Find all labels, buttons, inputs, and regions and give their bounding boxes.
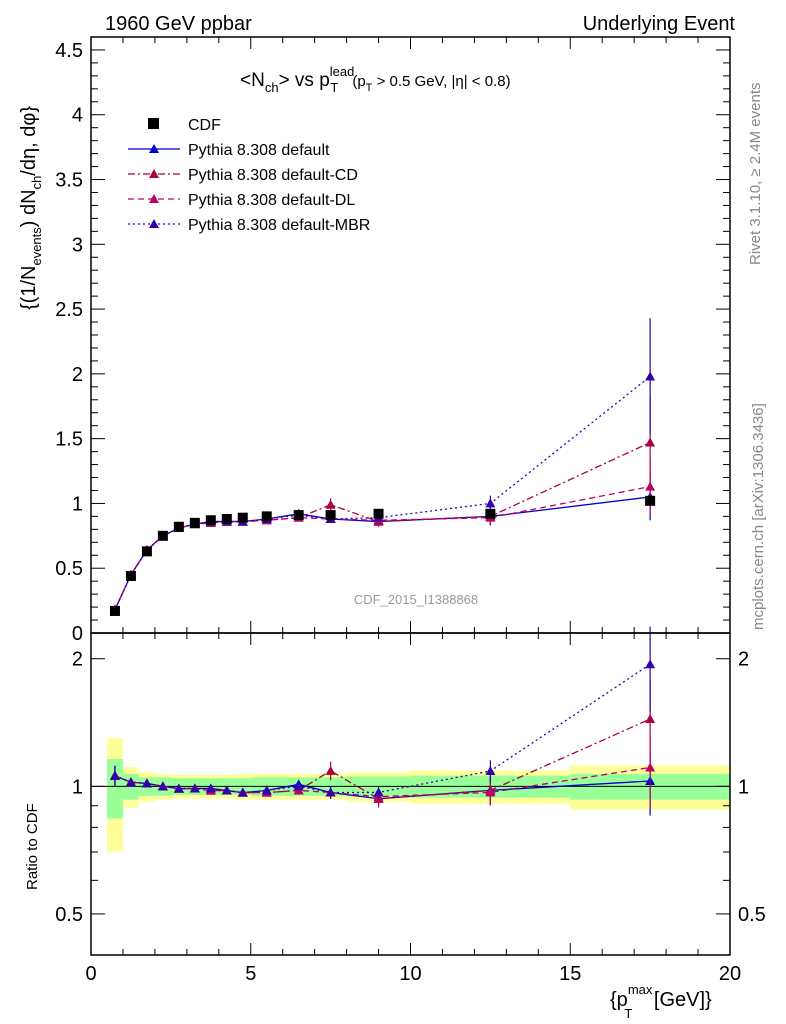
data-point-marker (141, 546, 152, 557)
point-marker-ratio (293, 781, 304, 791)
y-tick-label-main: 2 (72, 364, 83, 386)
analysis-watermark: CDF_2015_I1388868 (354, 592, 478, 607)
data-point-marker (205, 515, 216, 526)
legend: CDF Pythia 8.308 default Pythia 8.308 defa… (128, 117, 370, 234)
point-marker-ratio (325, 787, 336, 797)
legend-label-data: CDF (188, 117, 221, 134)
x-tick-label: 10 (399, 963, 421, 985)
rivet-label: Rivet 3.1.10, ≥ 2.4M events (747, 83, 764, 266)
point-marker-ratio (645, 714, 656, 724)
y-axis-label-main: {(1/Nevents) dNch/dη, dφ} (18, 106, 44, 310)
y-tick-label-main: 4 (72, 105, 83, 127)
point-marker-ratio (237, 787, 248, 797)
y-tick-label-ratio: 1 (72, 776, 83, 798)
point-marker-ratio (173, 783, 184, 793)
legend-label-dl: Pythia 8.308 default-DL (188, 192, 355, 209)
y-tick-label-main: 0 (72, 623, 83, 645)
legend-label-mbr: Pythia 8.308 default-MBR (188, 217, 370, 234)
x-tick-label: 5 (245, 963, 256, 985)
legend-entry-mbr: Pythia 8.308 default-MBR (128, 217, 370, 234)
main-panel-frame (90, 36, 731, 634)
data-point-marker (293, 510, 304, 521)
legend-label-cd: Pythia 8.308 default-CD (188, 167, 358, 184)
data-point-marker (373, 508, 384, 519)
x-tick-label: 15 (559, 963, 581, 985)
header-left: 1960 GeV ppbar (105, 13, 252, 35)
point-marker-ratio (109, 770, 120, 780)
point-marker-ratio (485, 787, 496, 797)
data-point-marker (125, 570, 136, 581)
plot-title: <Nch> vs plead T (pT > 0.5 GeV, |η| < 0.8) (240, 64, 511, 95)
x-tick-label: 0 (85, 963, 96, 985)
legend-marker-default (149, 144, 159, 153)
legend-marker-mbr (149, 219, 159, 228)
point-marker-ratio (189, 783, 200, 793)
y-tick-label-ratio: 0.5 (55, 904, 83, 926)
y-tick-label-main: 4.5 (55, 40, 83, 62)
point-marker-ratio (645, 659, 656, 669)
y-tick-label-main: 2.5 (55, 299, 83, 321)
data-point-marker (173, 521, 184, 532)
data-point-marker (261, 511, 272, 522)
legend-entry-dl: Pythia 8.308 default-DL (128, 192, 355, 209)
data-point-marker (645, 495, 656, 506)
y-tick-label-main: 1 (72, 493, 83, 515)
point-marker-main (645, 481, 656, 491)
data-point-marker (189, 517, 200, 528)
legend-entry-default: Pythia 8.308 default (128, 142, 330, 159)
x-tick-label: 20 (719, 963, 741, 985)
point-marker-ratio (141, 778, 152, 788)
y-tick-label-main: 3.5 (55, 170, 83, 192)
point-marker-ratio (125, 777, 136, 787)
y-axis-label-ratio: Ratio to CDF (24, 803, 41, 890)
point-marker-main (645, 371, 656, 381)
y-tick-label-ratio-right: 2 (738, 649, 749, 671)
point-marker-ratio (261, 785, 272, 795)
series-mbr (109, 318, 656, 799)
series-line-ratio (114, 718, 651, 800)
data-point-marker (325, 510, 336, 521)
mcplots-label: mcplots.cern.ch [arXiv:1306.3436] (750, 403, 767, 630)
point-marker-ratio (221, 785, 232, 795)
legend-marker-dl (149, 194, 159, 203)
point-marker-ratio (205, 783, 216, 793)
series-data (109, 495, 656, 616)
data-series (109, 318, 656, 816)
data-point-marker (237, 512, 248, 523)
point-marker-main (645, 437, 656, 447)
legend-label-default: Pythia 8.308 default (188, 142, 330, 159)
y-tick-label-main: 1.5 (55, 429, 83, 451)
data-point-marker (221, 513, 232, 524)
y-tick-label-main: 0.5 (55, 558, 83, 580)
ratio-band-inner (106, 759, 123, 819)
legend-marker-data (148, 118, 159, 129)
y-tick-label-ratio-right: 0.5 (738, 904, 766, 926)
y-tick-label-ratio-right: 1 (738, 776, 749, 798)
series-line-main (114, 375, 651, 610)
legend-entry-cd: Pythia 8.308 default-CD (128, 167, 358, 184)
x-axis-label: {pmax T [GeV]} (610, 982, 712, 1021)
point-marker-ratio (325, 765, 336, 775)
data-point-marker (157, 530, 168, 541)
point-marker-ratio (485, 765, 496, 775)
y-tick-label-main: 3 (72, 234, 83, 256)
data-point-marker (485, 508, 496, 519)
point-marker-ratio (645, 762, 656, 772)
point-marker-ratio (157, 781, 168, 791)
point-marker-main (485, 498, 496, 508)
series-line-ratio (114, 663, 651, 794)
point-marker-main (325, 499, 336, 509)
point-marker-ratio (373, 787, 384, 797)
legend-entry-data: CDF (148, 117, 221, 134)
header-right: Underlying Event (583, 13, 736, 35)
legend-marker-cd (149, 169, 159, 178)
y-tick-label-ratio: 2 (72, 649, 83, 671)
data-point-marker (109, 605, 120, 616)
axes: 0 5 10 15 20 0 0.5 1 1.5 2 2.5 3 3.5 4 4.5 0.5 0.5 1 1 2 2 (55, 36, 766, 985)
